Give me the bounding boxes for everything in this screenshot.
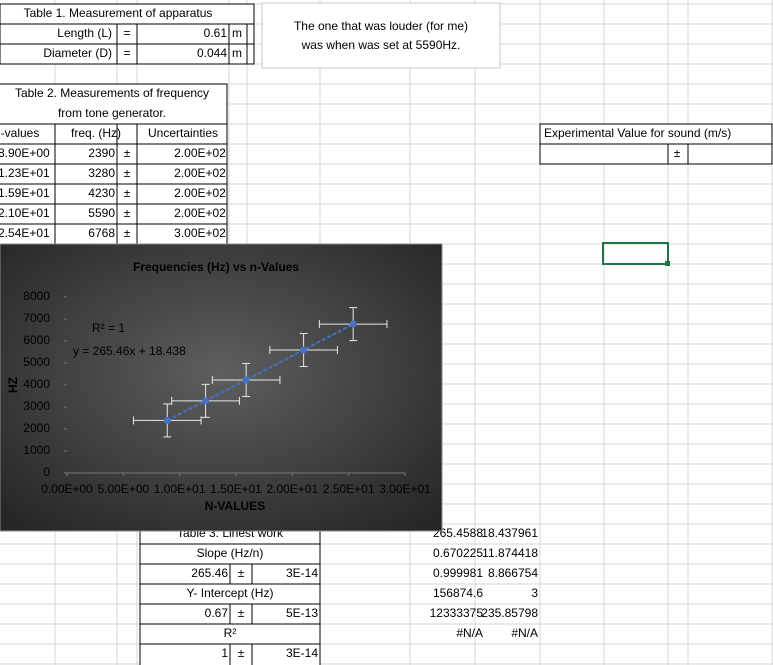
cell: 2.54E+01 <box>0 226 50 240</box>
annotation: R² = 1 <box>92 321 125 335</box>
cell: 2.00E+02 <box>174 166 226 180</box>
note-box <box>261 2 501 69</box>
note-text: The one that was louder (for me) <box>294 19 468 33</box>
cell: 3E-14 <box>286 646 318 660</box>
chart[interactable]: Frequencies (Hz) vs n-Values HZ N-VALUES 0 1… <box>0 243 443 532</box>
row-label: Slope (Hz/n) <box>197 546 264 560</box>
cell: 11.874418 <box>482 546 538 560</box>
cell: 2.00E+02 <box>174 206 226 220</box>
x-tick-label: 1.50E+01 <box>210 482 262 496</box>
annotation: y = 265.46x + 18.438 <box>73 344 186 358</box>
cell: = <box>123 26 130 40</box>
cell: ± <box>674 146 681 160</box>
x-tick-label: 5.00E+00 <box>97 482 149 496</box>
table-title: Table 1. Measurement of apparatus <box>24 6 213 20</box>
cell: 5590 <box>88 206 115 220</box>
point <box>242 376 250 384</box>
cell: 3.00E+02 <box>174 226 226 240</box>
column-header: Uncertainties <box>148 126 218 140</box>
x-tick-label: 3.00E+01 <box>379 482 431 496</box>
y-tick-label: 5000 <box>23 355 50 369</box>
point <box>202 397 210 405</box>
row-label: Diameter (D) <box>43 46 112 60</box>
cell: 4230 <box>88 186 115 200</box>
cell: 2.00E+02 <box>174 186 226 200</box>
cell: 0.670225 <box>433 546 483 560</box>
cell: ± <box>124 186 131 200</box>
note-text: was when was set at 5590Hz. <box>301 38 461 52</box>
cell: m <box>232 26 242 40</box>
point <box>300 346 308 354</box>
cell: #N/A <box>456 626 483 640</box>
row-label: R² <box>224 626 237 640</box>
cell: 12333375 <box>430 606 484 620</box>
cell: ± <box>124 206 131 220</box>
cell: ± <box>124 166 131 180</box>
table-title: from tone generator. <box>58 106 166 120</box>
cell: 1.23E+01 <box>0 166 50 180</box>
cell: 6768 <box>88 226 115 240</box>
y-tick-label: 3000 <box>23 399 50 413</box>
cell: 3 <box>531 586 538 600</box>
y-tick-label: 6000 <box>23 333 50 347</box>
cell: #N/A <box>511 626 538 640</box>
label: Experimental Value for sound (m/s) <box>544 126 731 140</box>
cell: 5E-13 <box>286 606 318 620</box>
cell: 3E-14 <box>286 566 318 580</box>
cell: m <box>232 46 242 60</box>
row-label: Length (L) <box>57 26 112 40</box>
cell: 2390 <box>88 146 115 160</box>
cell: 0.61 <box>204 26 228 40</box>
chart-background <box>0 243 443 532</box>
y-tick-label: 4000 <box>23 377 50 391</box>
cell: 235.85798 <box>481 606 538 620</box>
chart-title: Frequencies (Hz) vs n-Values <box>133 260 299 274</box>
y-tick-label: 2000 <box>23 421 50 435</box>
cell: 2.00E+02 <box>174 146 226 160</box>
cell: = <box>123 46 130 60</box>
table-1-box <box>0 3 255 65</box>
cell: 1 <box>221 646 228 660</box>
row-label: Y- Intercept (Hz) <box>187 586 274 600</box>
cell: 265.46 <box>191 566 228 580</box>
cell: 3280 <box>88 166 115 180</box>
table-3-box <box>139 523 321 665</box>
x-tick-label: 1.00E+01 <box>154 482 206 496</box>
y-tick-label: 0 <box>43 465 50 479</box>
x-tick-label: 0.00E+00 <box>41 482 93 496</box>
cell: ± <box>124 226 131 240</box>
cell: 18.437961 <box>481 526 538 540</box>
cell: 156874.6 <box>433 586 483 600</box>
cell: 0.67 <box>205 606 229 620</box>
x-axis-label: N-VALUES <box>205 499 265 513</box>
point <box>349 320 357 328</box>
y-tick-label: 1000 <box>23 443 50 457</box>
cell: 2.10E+01 <box>0 206 50 220</box>
cell: ± <box>238 606 245 620</box>
column-header: n-values <box>0 126 39 140</box>
cell: 0.999981 <box>433 566 483 580</box>
y-tick-label: 8000 <box>23 289 50 303</box>
y-axis-label: HZ <box>6 377 20 393</box>
cell: ± <box>238 566 245 580</box>
table-title: Table 2. Measurements of frequency <box>15 86 209 100</box>
x-tick-label: 2.00E+01 <box>266 482 318 496</box>
cell: ± <box>124 146 131 160</box>
column-header: freq. (Hz) <box>71 126 121 140</box>
cell: 8.90E+00 <box>0 146 50 160</box>
cell: 0.044 <box>197 46 227 60</box>
x-tick-label: 2.50E+01 <box>323 482 375 496</box>
y-tick-label: 7000 <box>23 311 50 325</box>
cell: ± <box>238 646 245 660</box>
cell: 1.59E+01 <box>0 186 50 200</box>
cell: 265.4588 <box>433 526 483 540</box>
fill-handle <box>665 261 670 266</box>
selected-cell <box>602 242 669 265</box>
cell: 8.866754 <box>488 566 538 580</box>
point <box>163 416 171 424</box>
